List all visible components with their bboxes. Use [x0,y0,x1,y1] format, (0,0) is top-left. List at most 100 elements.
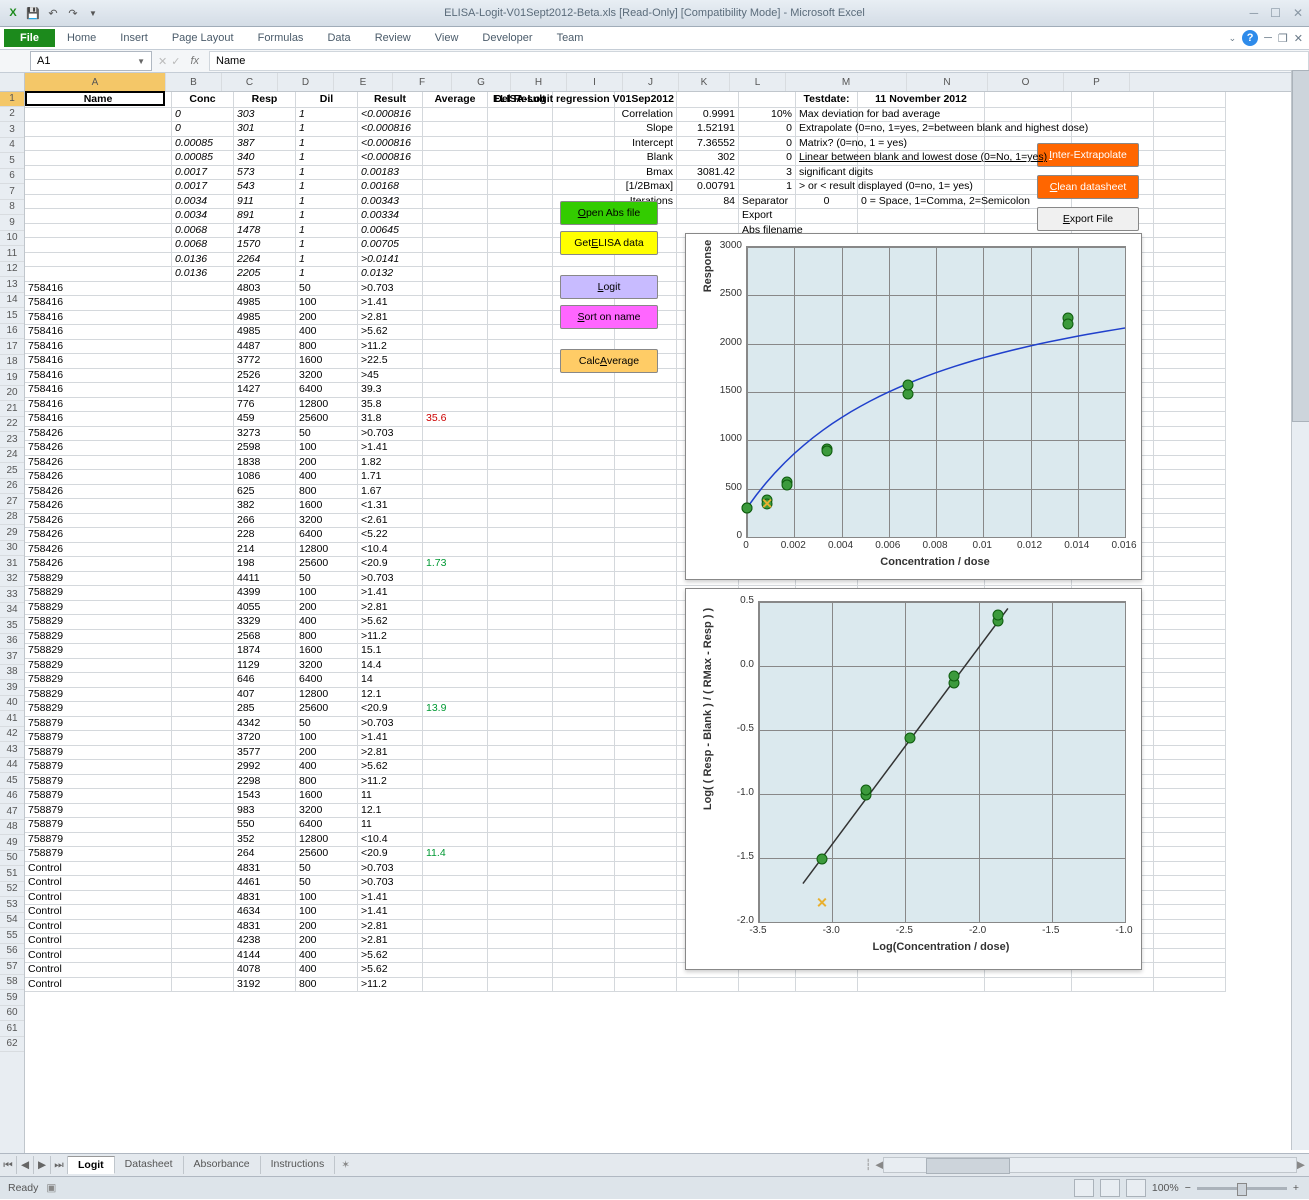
row-header[interactable]: 2 [0,107,24,123]
cell[interactable]: >0.703 [358,426,423,442]
cell[interactable] [172,846,234,862]
cell[interactable] [1154,223,1226,239]
cell[interactable] [739,295,796,311]
cell[interactable] [1154,977,1226,993]
cell[interactable] [985,600,1072,616]
row-header[interactable]: 28 [0,510,24,526]
cell[interactable] [985,353,1072,369]
cell[interactable] [739,382,796,398]
cell[interactable] [553,658,615,674]
cell[interactable] [423,571,488,587]
cell[interactable] [172,643,234,659]
cell[interactable] [677,556,739,572]
cell[interactable]: Control [25,904,172,920]
cell[interactable] [858,890,985,906]
cell[interactable] [615,513,677,529]
cell[interactable] [488,600,553,616]
cell[interactable]: 228 [234,527,296,543]
row-header[interactable]: 26 [0,479,24,495]
cell[interactable] [615,701,677,717]
cell[interactable] [985,339,1072,355]
cell[interactable] [615,788,677,804]
cell[interactable] [172,716,234,732]
cell[interactable] [423,759,488,775]
cell[interactable] [985,919,1072,935]
cell[interactable] [796,527,858,543]
cell[interactable] [423,585,488,601]
cell[interactable] [488,179,553,195]
cell[interactable] [553,600,615,616]
cell[interactable] [553,179,615,195]
cell[interactable] [1072,440,1154,456]
cell[interactable] [615,759,677,775]
cell[interactable]: 758416 [25,295,172,311]
cell[interactable]: 550 [234,817,296,833]
cell[interactable]: 12.1 [358,803,423,819]
row-header[interactable]: 22 [0,417,24,433]
cell[interactable] [172,788,234,804]
cell[interactable]: 758879 [25,788,172,804]
cell[interactable] [796,846,858,862]
cell[interactable] [172,774,234,790]
hsplit-icon[interactable]: ┆ [865,1159,871,1171]
cell[interactable] [677,962,739,978]
cell[interactable] [985,846,1072,862]
cell[interactable]: 891 [234,208,296,224]
cell[interactable]: 758829 [25,585,172,601]
cell[interactable] [615,904,677,920]
cell[interactable]: >11.2 [358,977,423,993]
cell[interactable]: 0.0136 [172,266,234,282]
cell[interactable] [423,223,488,239]
cell[interactable]: 543 [234,179,296,195]
cell[interactable] [172,962,234,978]
inter-button[interactable]: Inter-Extrapolate [1037,143,1139,167]
cell[interactable]: 1570 [234,237,296,253]
cell[interactable] [423,832,488,848]
cell[interactable] [677,788,739,804]
cell[interactable] [985,237,1072,253]
cell[interactable] [1154,527,1226,543]
cell[interactable] [488,310,553,326]
qat-dd-icon[interactable]: ▼ [84,4,102,22]
cell[interactable]: 0.0034 [172,194,234,210]
cell[interactable] [985,310,1072,326]
cell[interactable]: 4461 [234,875,296,891]
cell[interactable] [1154,252,1226,268]
cell[interactable] [553,977,615,993]
cell[interactable] [796,600,858,616]
cell[interactable] [488,716,553,732]
cell[interactable]: 400 [296,614,358,630]
cell[interactable]: 400 [296,962,358,978]
cell[interactable]: 0.00168 [358,179,423,195]
cell[interactable]: <1.31 [358,498,423,514]
cell[interactable] [858,846,985,862]
cell[interactable] [739,687,796,703]
cell[interactable] [1154,832,1226,848]
view-layout[interactable] [1100,1179,1120,1197]
cell[interactable]: 214 [234,542,296,558]
cell[interactable]: significant digits [796,165,858,181]
cell[interactable] [739,527,796,543]
tab-nav-prev[interactable]: ◀ [17,1156,34,1174]
cell[interactable]: 776 [234,397,296,413]
cell[interactable] [1154,194,1226,210]
cell[interactable]: 1600 [296,498,358,514]
cell[interactable] [1072,527,1154,543]
cell[interactable]: 0.0068 [172,223,234,239]
cell[interactable] [858,513,985,529]
ribbon-tab-view[interactable]: View [423,29,471,47]
cell[interactable] [796,382,858,398]
cell[interactable]: 4831 [234,890,296,906]
cell[interactable] [1072,353,1154,369]
cell[interactable] [677,411,739,427]
cell[interactable] [677,600,739,616]
cell[interactable]: 0.0132 [358,266,423,282]
cell[interactable]: 1543 [234,788,296,804]
cell[interactable] [553,440,615,456]
cell[interactable] [1072,498,1154,514]
cell[interactable]: 400 [296,324,358,340]
cell[interactable] [677,890,739,906]
cell[interactable]: 50 [296,716,358,732]
col-header-A[interactable]: A [25,73,166,91]
cell[interactable] [858,730,985,746]
